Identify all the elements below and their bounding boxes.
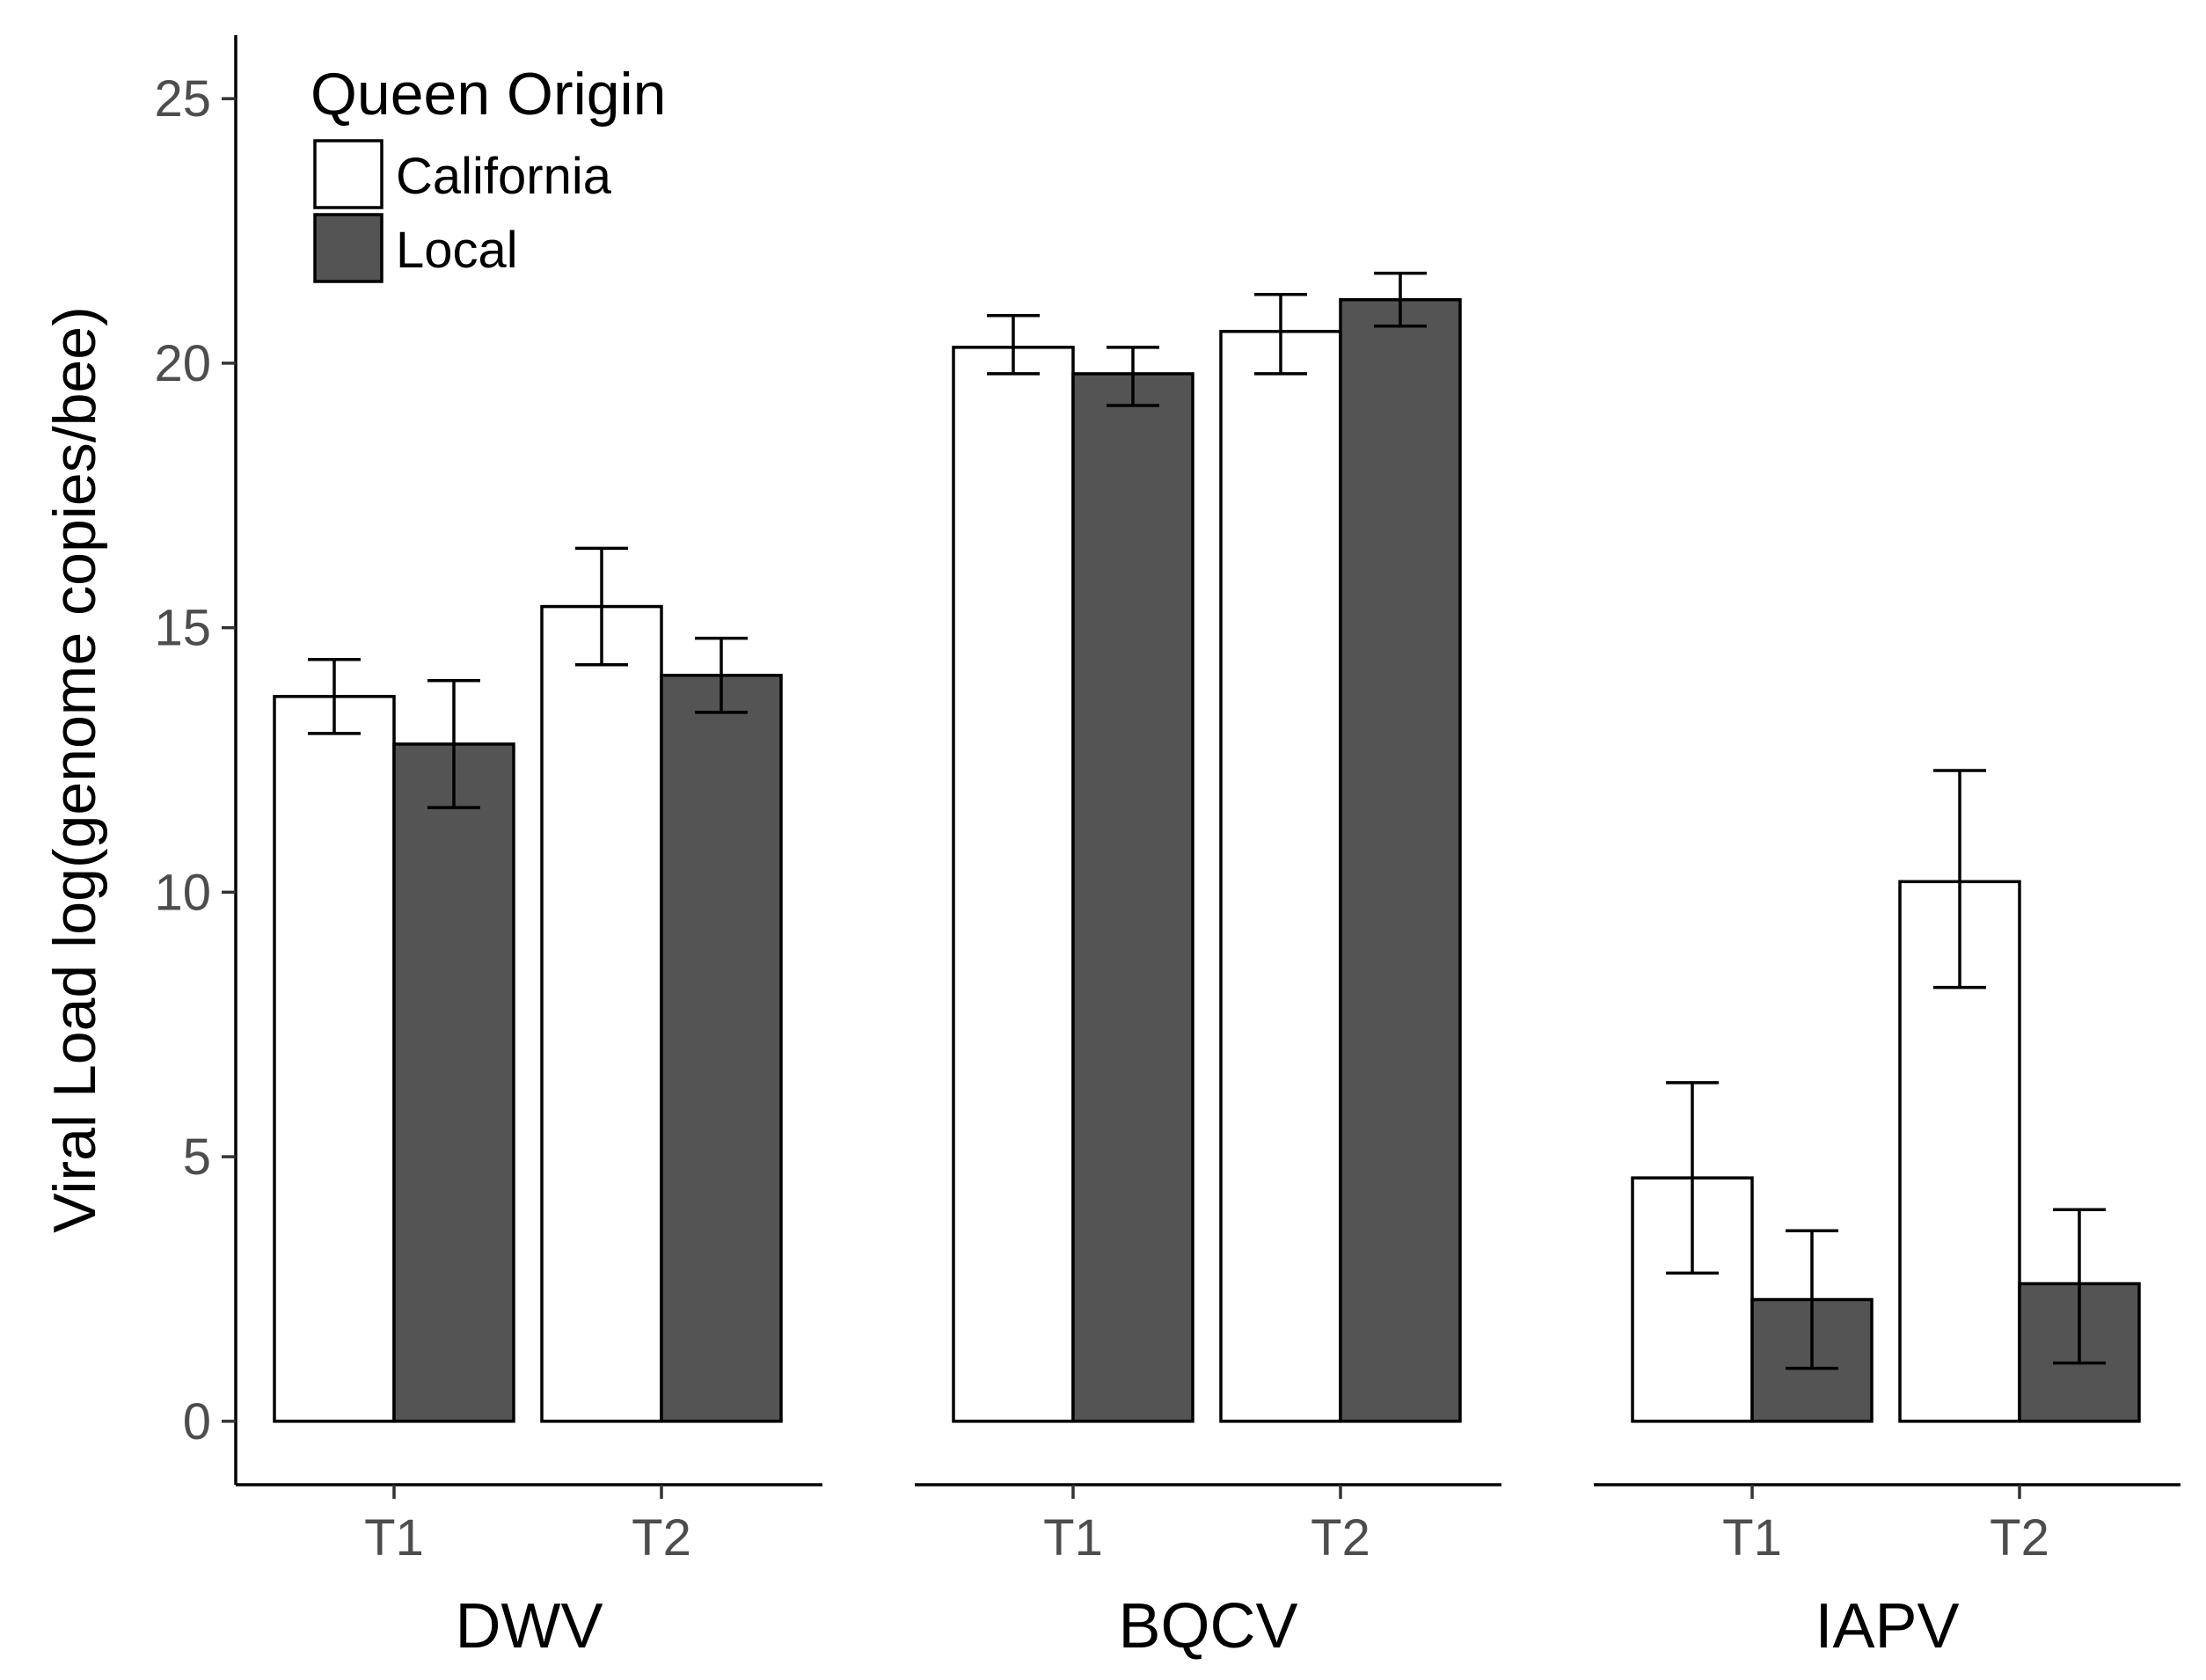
bar-local	[1071, 372, 1194, 1423]
panel-dwv: T1 T2 DWV	[236, 546, 822, 1662]
legend-label: California	[396, 148, 612, 205]
legend-swatch	[313, 139, 383, 209]
error-bar	[1933, 769, 1986, 990]
y-tick-label: 20	[154, 335, 211, 392]
y-axis-title: Viral Load log(genome copies/bee)	[41, 306, 108, 1232]
error-bar	[1666, 1081, 1719, 1275]
error-bar	[1374, 271, 1427, 328]
error-bar	[2053, 1208, 2106, 1365]
y-tick-label: 15	[154, 600, 211, 657]
error-bar	[308, 657, 361, 735]
error-bar	[1786, 1229, 1838, 1370]
error-bar	[987, 314, 1040, 376]
bar-local	[392, 742, 515, 1423]
error-bar	[427, 679, 480, 809]
panel-label: DWV	[456, 1591, 603, 1662]
y-tick-label: 5	[183, 1129, 211, 1186]
panel-label: IAPV	[1815, 1591, 1959, 1662]
error-bar	[1254, 292, 1307, 376]
y-tick-label: 25	[154, 70, 211, 128]
bar-california	[273, 695, 396, 1423]
bar-california	[1219, 330, 1342, 1423]
y-tick-label: 0	[183, 1393, 211, 1450]
panel-iapv: T1 T2 IAPV	[1594, 769, 2180, 1662]
x-tick-label: T1	[1043, 1509, 1103, 1567]
error-bar	[575, 546, 628, 667]
bar-california	[540, 604, 663, 1423]
legend: Queen Origin California Local	[310, 61, 666, 283]
panel-label: BQCV	[1118, 1591, 1297, 1662]
legend-label: Local	[396, 222, 518, 279]
error-bar	[1107, 346, 1159, 407]
bar-local	[660, 674, 783, 1423]
bar-california	[952, 346, 1075, 1423]
x-tick-label: T2	[1311, 1509, 1370, 1567]
legend-swatch	[313, 213, 383, 283]
legend-title: Queen Origin	[310, 61, 666, 128]
y-tick-label: 10	[154, 864, 211, 921]
x-tick-label: T1	[364, 1509, 424, 1567]
x-tick-label: T1	[1722, 1509, 1782, 1567]
bar-local	[1339, 297, 1462, 1423]
error-bar	[695, 636, 748, 714]
x-tick-label: T2	[1990, 1509, 2049, 1567]
y-axis: 0 5 10 15 20 25	[154, 35, 237, 1485]
x-tick-label: T2	[632, 1509, 691, 1567]
